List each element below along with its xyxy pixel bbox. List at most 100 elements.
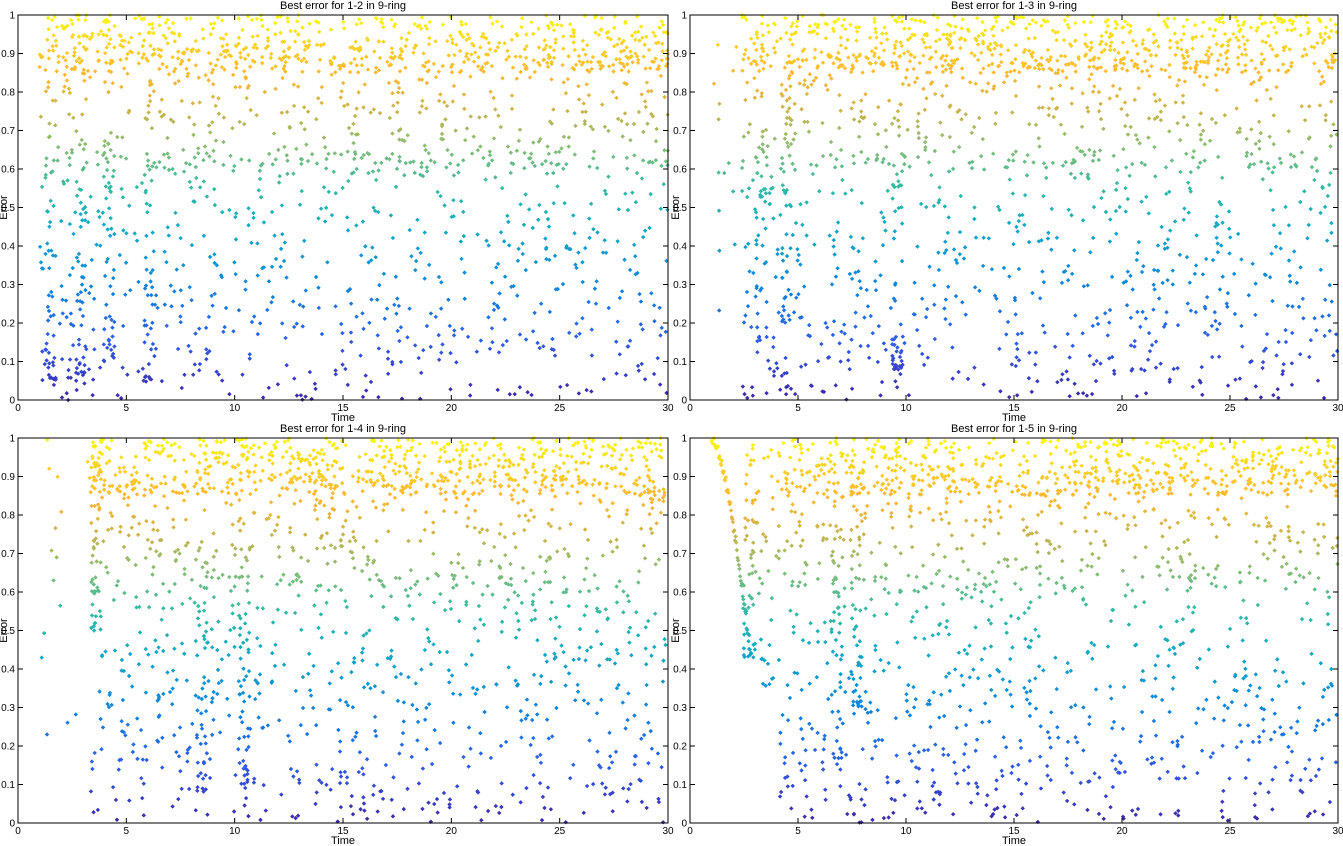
scatter-point	[134, 716, 140, 721]
scatter-point	[552, 651, 557, 656]
scatter-point	[384, 306, 390, 311]
scatter-point	[1277, 230, 1283, 236]
scatter-point	[1132, 61, 1138, 67]
y-tick-label: 0.5	[673, 203, 687, 214]
scatter-point	[1118, 60, 1123, 65]
scatter-point	[78, 224, 83, 230]
scatter-point	[576, 391, 582, 396]
scatter-point	[237, 497, 242, 503]
scatter-point	[1079, 124, 1085, 129]
scatter-point	[956, 369, 961, 375]
scatter-point	[796, 292, 801, 297]
scatter-point	[71, 115, 76, 121]
scatter-point	[66, 86, 72, 91]
scatter-point	[1198, 137, 1204, 142]
scatter-point	[38, 260, 44, 265]
scatter-point	[140, 55, 145, 60]
scatter-point	[251, 443, 256, 448]
scatter-point	[1328, 144, 1333, 149]
scatter-point	[598, 499, 603, 505]
scatter-point	[305, 109, 311, 114]
scatter-point	[536, 217, 541, 222]
scatter-point	[932, 91, 938, 97]
scatter-point	[555, 286, 560, 292]
scatter-point	[653, 562, 658, 567]
scatter-point	[780, 275, 785, 281]
scatter-point	[237, 760, 242, 766]
scatter-point	[147, 203, 153, 208]
scatter-point	[788, 204, 794, 209]
scatter-point	[389, 483, 394, 489]
scatter-point	[786, 53, 792, 59]
scatter-point	[193, 38, 198, 44]
scatter-point	[448, 387, 453, 392]
scatter-point	[51, 578, 56, 583]
scatter-point	[910, 32, 915, 37]
scatter-point	[475, 478, 480, 483]
scatter-point	[1091, 64, 1097, 69]
scatter-point	[1058, 53, 1064, 59]
scatter-point	[200, 27, 205, 32]
scatter-point	[141, 493, 147, 498]
scatter-point	[1258, 130, 1263, 136]
scatter-point	[549, 483, 554, 488]
scatter-point	[835, 266, 840, 271]
scatter-point	[856, 269, 861, 274]
scatter-point	[1194, 59, 1199, 64]
scatter-point	[635, 363, 641, 369]
scatter-point	[92, 486, 97, 491]
scatter-point	[762, 261, 767, 266]
scatter-point	[1098, 116, 1104, 122]
scatter-point	[875, 152, 880, 158]
scatter-point	[236, 462, 241, 468]
scatter-point	[869, 48, 875, 54]
scatter-point	[131, 742, 136, 747]
scatter-point	[941, 32, 946, 37]
scatter-point	[763, 127, 769, 133]
scatter-point	[763, 191, 769, 196]
scatter-point	[899, 358, 904, 364]
scatter-point	[440, 342, 445, 347]
scatter-point	[439, 280, 444, 285]
scatter-point	[198, 771, 203, 776]
scatter-point	[204, 443, 209, 448]
scatter-point	[834, 157, 839, 162]
scatter-point	[561, 575, 567, 580]
scatter-point	[973, 235, 979, 240]
scatter-point	[307, 369, 313, 375]
scatter-point	[583, 245, 588, 251]
scatter-point	[1225, 39, 1231, 44]
scatter-point	[98, 243, 103, 248]
scatter-point	[551, 48, 557, 53]
scatter-point	[183, 543, 189, 548]
scatter-point	[327, 681, 332, 686]
scatter-point	[898, 371, 903, 377]
scatter-point	[953, 257, 959, 263]
scatter-point	[1335, 348, 1340, 354]
scatter-point	[660, 22, 666, 28]
scatter-point	[558, 384, 563, 390]
scatter-point	[899, 169, 905, 174]
scatter-point	[633, 37, 638, 43]
scatter-point	[216, 455, 222, 460]
scatter-point	[783, 320, 788, 325]
scatter-point	[854, 58, 859, 63]
scatter-point	[481, 541, 487, 546]
scatter-point	[1152, 287, 1157, 292]
scatter-point	[881, 215, 886, 220]
scatter-point	[908, 35, 913, 40]
scatter-point	[154, 649, 159, 655]
scatter-point	[104, 33, 109, 38]
scatter-point	[236, 35, 242, 40]
scatter-point	[238, 516, 243, 521]
scatter-point	[388, 656, 393, 661]
scatter-point	[450, 691, 456, 696]
scatter-point	[807, 23, 813, 29]
scatter-point	[1219, 44, 1224, 49]
scatter-point	[1005, 48, 1011, 53]
scatter-point	[807, 72, 813, 77]
scatter-point	[1080, 218, 1086, 223]
scatter-point	[661, 487, 666, 492]
scatter-point	[916, 130, 921, 136]
scatter-point	[892, 43, 898, 48]
